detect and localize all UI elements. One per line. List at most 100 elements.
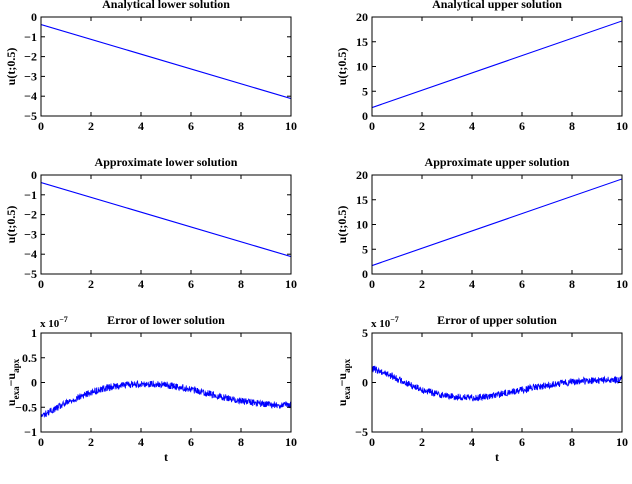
x-tick-label: 10	[285, 435, 297, 449]
x-tick-label: 0	[369, 435, 375, 449]
axes-box	[371, 16, 623, 117]
y-tick-label: 10	[356, 218, 368, 232]
y-axis-label: uexa−uapx	[335, 358, 352, 406]
x-tick-label: 0	[38, 435, 44, 449]
chart-panel-5: 0 2 4 6 8 10 −1 −0.5 0 0.5 1 Error of lower solutio…	[4, 313, 297, 464]
x-tick-label: 4	[469, 277, 475, 291]
series-line	[41, 379, 291, 418]
y-axis-label: u(t;0.5)	[4, 206, 18, 244]
chart-panel-4: 0 2 4 6 8 10 0 5 10 15 20 Approximate upper solutio…	[335, 155, 628, 291]
y-tick-label: −3	[24, 227, 37, 241]
y-tick-label: −0.5	[15, 400, 37, 414]
x-tick-label: 2	[88, 435, 94, 449]
y-tick-label: 5	[362, 326, 368, 340]
y-tick-label: −4	[24, 89, 37, 103]
x-tick-label: 10	[616, 435, 628, 449]
x-tick-label: 0	[38, 277, 44, 291]
y-tick-label: 1	[31, 326, 37, 340]
series-line	[372, 20, 622, 109]
y-exponent-label: x 10−7	[371, 315, 399, 330]
x-tick-label: 0	[369, 277, 375, 291]
chart-panel-2: 0 2 4 6 8 10 0 5 10 15 20 Analytical upper solution…	[335, 0, 628, 133]
x-tick-label: 2	[419, 277, 425, 291]
x-tick-label: 8	[569, 277, 575, 291]
x-tick-label: 8	[569, 435, 575, 449]
x-tick-label: 6	[188, 119, 194, 133]
x-tick-label: 10	[616, 277, 628, 291]
y-tick-label: 15	[356, 193, 368, 207]
chart-title: Analytical lower solution	[102, 0, 230, 11]
y-tick-label: 10	[356, 60, 368, 74]
y-tick-label: 0	[31, 376, 37, 390]
x-tick-label: 10	[285, 277, 297, 291]
series-line	[372, 365, 622, 402]
x-tick-label: 8	[238, 435, 244, 449]
y-tick-label: −5	[24, 267, 37, 281]
x-tick-label: 4	[138, 435, 144, 449]
x-tick-label: 10	[285, 119, 297, 133]
axes-box	[371, 174, 623, 275]
x-tick-label: 8	[569, 119, 575, 133]
x-tick-label: 6	[188, 277, 194, 291]
x-tick-label: 2	[88, 277, 94, 291]
y-tick-label: 5	[362, 242, 368, 256]
x-tick-label: 10	[616, 119, 628, 133]
x-tick-label: 8	[238, 119, 244, 133]
axes-box	[40, 174, 292, 275]
y-tick-label: −1	[24, 425, 37, 439]
series-line	[41, 23, 291, 100]
chart-panel-1: 0 2 4 6 8 10 −5 −4 −3 −2 −1 0 Analytical lower solut…	[4, 0, 297, 133]
x-tick-label: 4	[469, 435, 475, 449]
x-tick-label: 0	[369, 119, 375, 133]
x-tick-label: 2	[419, 119, 425, 133]
chart-title: Approximate lower solution	[95, 155, 238, 169]
x-tick-label: 6	[519, 435, 525, 449]
y-axis-label: u(t;0.5)	[335, 48, 349, 86]
y-tick-label: 0.5	[22, 351, 37, 365]
y-tick-label: 0	[31, 168, 37, 182]
y-tick-label: 0	[362, 267, 368, 281]
y-tick-label: −1	[24, 188, 37, 202]
chart-panel-3: 0 2 4 6 8 10 −5 −4 −3 −2 −1 0 Approximate lower solu…	[4, 155, 297, 291]
y-tick-label: −5	[24, 109, 37, 123]
x-axis-label: t	[495, 450, 499, 464]
y-tick-label: −2	[24, 50, 37, 64]
y-tick-label: 0	[362, 376, 368, 390]
chart-title: Error of upper solution	[437, 313, 557, 327]
x-tick-label: 8	[238, 277, 244, 291]
x-tick-label: 4	[138, 277, 144, 291]
y-axis-label: u(t;0.5)	[335, 206, 349, 244]
x-tick-label: 4	[138, 119, 144, 133]
x-tick-label: 6	[519, 277, 525, 291]
y-tick-label: 20	[356, 168, 368, 182]
y-exponent-label: x 10−7	[40, 315, 68, 330]
axes-box	[40, 332, 292, 433]
x-tick-label: 2	[88, 119, 94, 133]
axes-box	[40, 16, 292, 117]
x-axis-label: t	[164, 450, 168, 464]
y-tick-label: −4	[24, 247, 37, 261]
y-tick-label: 5	[362, 84, 368, 98]
y-tick-label: 15	[356, 35, 368, 49]
y-tick-label: −5	[355, 425, 368, 439]
chart-title: Analytical upper solution	[432, 0, 562, 11]
series-line	[372, 178, 622, 267]
y-tick-label: 0	[362, 109, 368, 123]
y-tick-label: −2	[24, 208, 37, 222]
x-tick-label: 6	[188, 435, 194, 449]
y-axis-label: u(t;0.5)	[4, 48, 18, 86]
chart-title: Error of lower solution	[107, 313, 225, 327]
y-tick-label: 20	[356, 10, 368, 24]
y-tick-label: 0	[31, 10, 37, 24]
chart-title: Approximate upper solution	[425, 155, 570, 169]
y-tick-label: −3	[24, 69, 37, 83]
y-axis-label: uexa−uapx	[4, 358, 21, 406]
x-tick-label: 0	[38, 119, 44, 133]
series-line	[41, 181, 291, 258]
y-tick-label: −1	[24, 30, 37, 44]
x-tick-label: 2	[419, 435, 425, 449]
x-tick-label: 6	[519, 119, 525, 133]
x-tick-label: 4	[469, 119, 475, 133]
